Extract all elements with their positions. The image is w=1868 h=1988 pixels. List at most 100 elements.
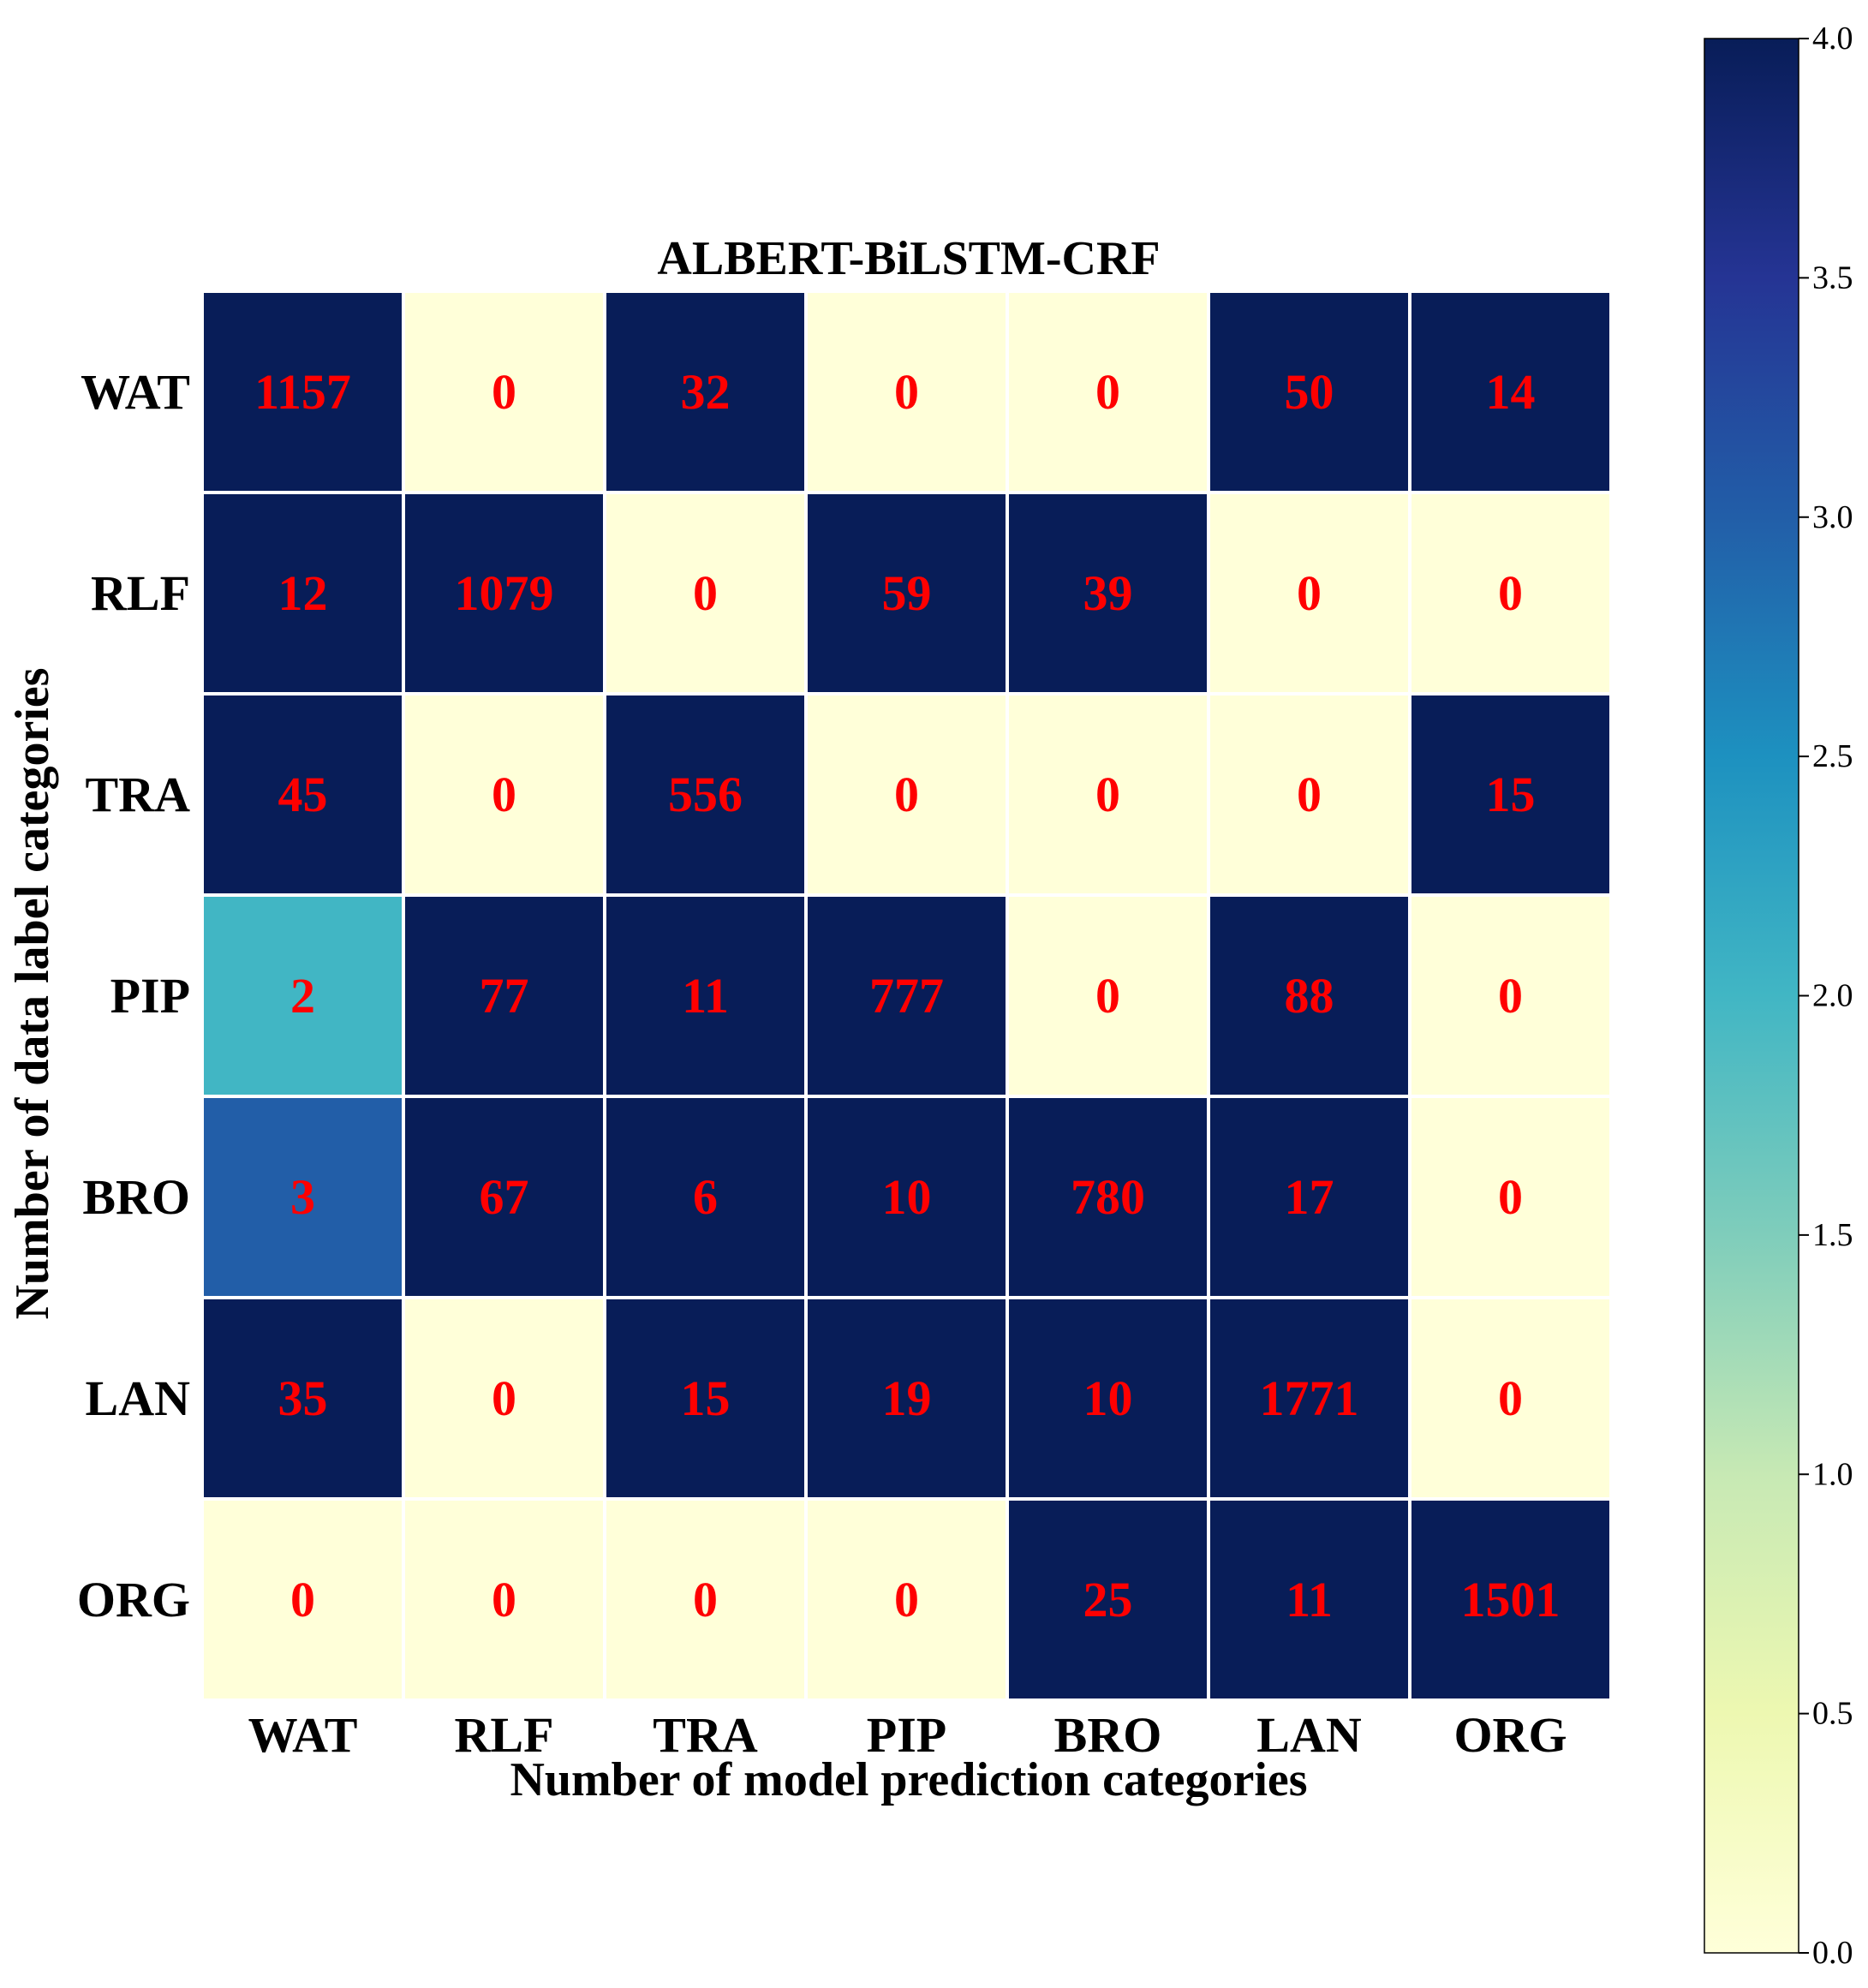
x-tick-label-pip: PIP [867, 1707, 946, 1763]
cell-value-label: 0 [1498, 968, 1523, 1024]
cell-value-label: 556 [668, 767, 743, 822]
cell-value-label: 11 [682, 968, 729, 1024]
heatmap-cell-tra-pip [804, 692, 1009, 897]
cell-value-label: 77 [480, 968, 529, 1024]
cell-value-label: 0 [894, 364, 919, 420]
heatmap-cell-rlf-bro [1006, 491, 1210, 696]
cell-value-label: 1501 [1461, 1572, 1561, 1627]
colorbar-ticks: 0.0 0.5 1.0 1.5 2.0 2.5 3.0 3.5 4.0 [1799, 21, 1853, 1971]
cell-value-label: 12 [278, 565, 328, 621]
cell-value-label: 39 [1083, 565, 1133, 621]
y-tick-label-bro: BRO [82, 1169, 190, 1225]
cell-value-label: 0 [894, 1572, 919, 1627]
heatmap-cell-wat-tra [603, 290, 808, 494]
cell-value-label: 88 [1285, 968, 1334, 1024]
heatmap-cell-org-pip [804, 1497, 1009, 1702]
colorbar-tick-label: 1.5 [1812, 1217, 1853, 1253]
heatmap-cell-rlf-tra [603, 491, 808, 696]
heatmap-cell-pip-wat [200, 893, 405, 1098]
cell-value-label: 0 [1297, 767, 1322, 822]
heatmap-cell-lan-bro [1006, 1296, 1210, 1501]
cell-value-label: 50 [1285, 364, 1334, 420]
x-tick-label-tra: TRA [653, 1707, 758, 1763]
colorbar-tick-label: 2.0 [1812, 978, 1853, 1014]
heatmap-cell-pip-pip [804, 893, 1009, 1098]
cell-value-label: 0 [693, 565, 718, 621]
y-tick-label-lan: LAN [86, 1370, 191, 1426]
y-axis-tick-labels: WAT RLF TRA PIP BRO LAN ORG [77, 364, 190, 1627]
cell-value-label: 0 [1095, 767, 1120, 822]
colorbar-tick-label: 3.5 [1812, 260, 1853, 296]
cell-value-label: 6 [693, 1169, 718, 1225]
cell-value-label: 780 [1071, 1169, 1145, 1225]
cell-value-label: 0 [1498, 565, 1523, 621]
cell-value-label: 0 [1498, 1169, 1523, 1225]
x-axis-label: Number of model prediction categories [510, 1753, 1307, 1806]
cell-value-label: 777 [869, 968, 944, 1024]
y-tick-label-org: ORG [77, 1572, 190, 1627]
cell-value-label: 2 [290, 968, 315, 1024]
heatmap-cell-tra-tra [603, 692, 808, 897]
heatmap-cell-tra-bro [1006, 692, 1210, 897]
cell-value-label: 3 [290, 1169, 315, 1225]
heatmap-cell-org-bro [1006, 1497, 1210, 1702]
cell-value-label: 1079 [455, 565, 554, 621]
cell-value-label: 0 [492, 1572, 516, 1627]
cell-value-label: 0 [492, 364, 516, 420]
cell-value-label: 19 [882, 1370, 932, 1426]
cell-value-label: 0 [290, 1572, 315, 1627]
cell-value-label: 1157 [254, 364, 351, 420]
y-tick-label-tra: TRA [86, 767, 191, 822]
heatmap-cell-pip-org [1408, 893, 1613, 1098]
heatmap-cell-pip-lan [1207, 893, 1411, 1098]
heatmap-cell-wat-wat [200, 290, 405, 494]
y-tick-label-rlf: RLF [91, 565, 190, 621]
heatmap-cell-org-org [1408, 1497, 1613, 1702]
heatmap-cell-pip-rlf [402, 893, 606, 1098]
cell-value-label: 15 [1486, 767, 1536, 822]
x-axis-tick-labels: WAT RLF TRA PIP BRO LAN ORG [248, 1707, 1567, 1763]
cell-value-label: 0 [1095, 968, 1120, 1024]
heatmap-cell-tra-rlf [402, 692, 606, 897]
heatmap-cell-lan-org [1408, 1296, 1613, 1501]
heatmap-cell-lan-rlf [402, 1296, 606, 1501]
cell-value-label: 11 [1286, 1572, 1333, 1627]
colorbar [1704, 38, 1799, 1954]
cell-value-label: 35 [278, 1370, 328, 1426]
cell-value-label: 25 [1083, 1572, 1133, 1627]
heatmap-cell-wat-rlf [402, 290, 606, 494]
cell-value-label: 15 [681, 1370, 731, 1426]
heatmap-cell-wat-lan [1207, 290, 1411, 494]
colorbar-tick-label: 2.5 [1812, 738, 1853, 774]
heatmap-cell-org-lan [1207, 1497, 1411, 1702]
cell-value-label: 45 [278, 767, 328, 822]
cell-value-label: 0 [894, 767, 919, 822]
y-axis-label: Number of data label categories [6, 667, 59, 1319]
colorbar-tick-label: 0.0 [1812, 1935, 1853, 1971]
cell-value-label: 10 [1083, 1370, 1133, 1426]
colorbar-tick-label: 0.5 [1812, 1696, 1853, 1732]
cell-value-label: 32 [681, 364, 731, 420]
heatmap-cell-lan-wat [200, 1296, 405, 1501]
heatmap-cell-rlf-wat [200, 491, 405, 696]
cell-value-label: 14 [1486, 364, 1536, 420]
cell-value-label: 67 [480, 1169, 529, 1225]
colorbar-tick-label: 3.0 [1812, 499, 1853, 535]
cell-value-label: 0 [1498, 1370, 1523, 1426]
x-tick-label-wat: WAT [248, 1707, 358, 1763]
cell-value-label: 17 [1285, 1169, 1334, 1225]
cell-value-label: 10 [882, 1169, 932, 1225]
cell-value-label: 0 [693, 1572, 718, 1627]
x-tick-label-bro: BRO [1054, 1707, 1162, 1763]
cell-value-label: 0 [492, 767, 516, 822]
colorbar-tick-label: 4.0 [1812, 21, 1853, 57]
heatmap-cell-tra-org [1408, 692, 1613, 897]
colorbar-tick-label: 1.0 [1812, 1456, 1853, 1492]
heatmap-cell-tra-lan [1207, 692, 1411, 897]
x-tick-label-org: ORG [1453, 1707, 1567, 1763]
heatmap-cell-bro-wat [200, 1095, 405, 1299]
heatmap-cell-rlf-org [1408, 491, 1613, 696]
heatmap-cell-org-tra [603, 1497, 808, 1702]
cell-value-label: 1771 [1260, 1370, 1359, 1426]
